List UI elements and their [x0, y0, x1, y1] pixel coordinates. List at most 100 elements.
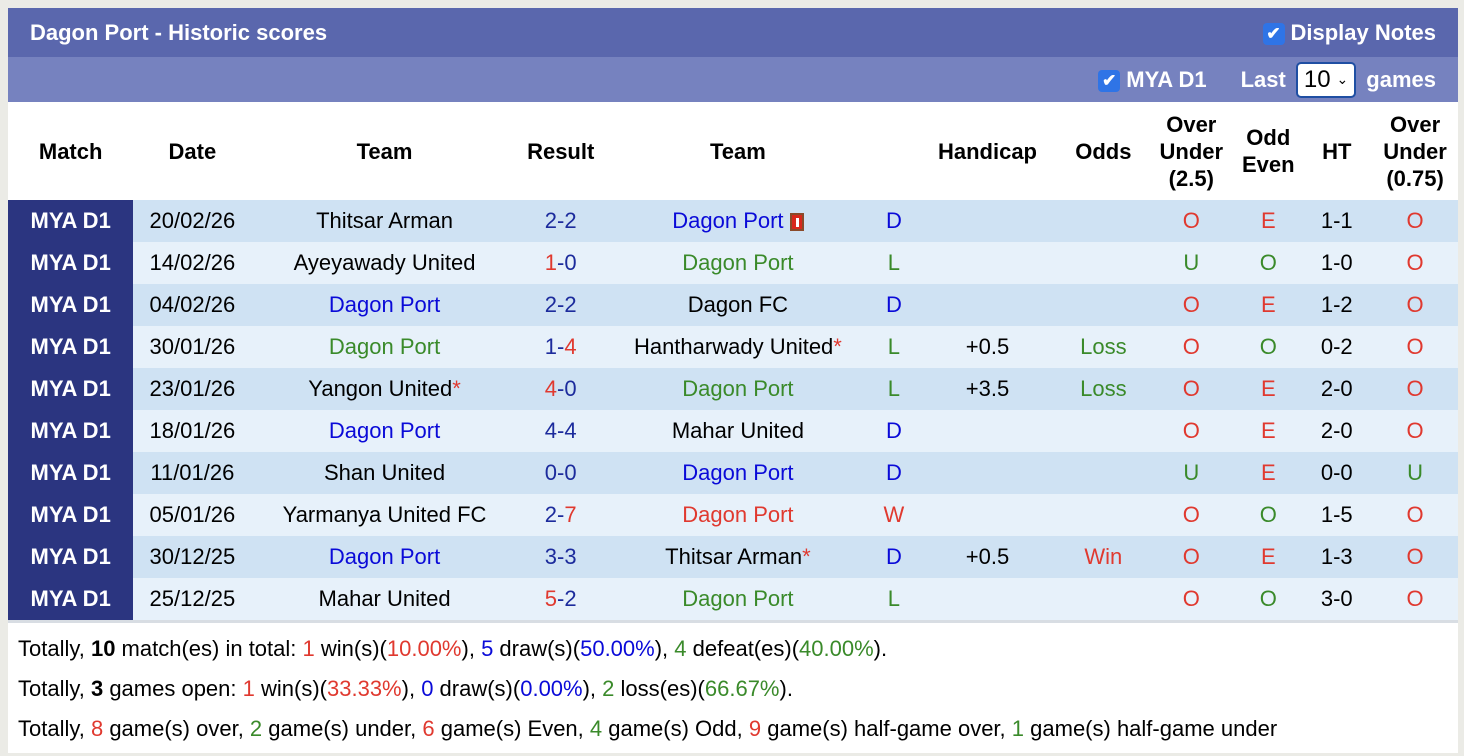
score-cell[interactable]: 1-0	[517, 242, 604, 284]
column-header: Result	[518, 102, 604, 200]
over-under-075-cell: O	[1372, 368, 1458, 410]
summary-text: win(s)(	[254, 676, 327, 701]
away-team-cell[interactable]: Dagon Port	[603, 368, 873, 410]
score-part: -	[557, 376, 565, 401]
home-team-cell[interactable]: Yarmanya United FC	[251, 494, 518, 536]
chevron-down-icon: ⌄	[1336, 71, 1349, 87]
home-team-cell[interactable]: Shan United	[251, 452, 518, 494]
over-under-cell: U	[1147, 242, 1236, 284]
summary-text: game(s) Even,	[434, 716, 590, 741]
away-team-cell[interactable]: Dagon Port	[603, 452, 873, 494]
half-time-cell: 2-0	[1301, 368, 1373, 410]
home-team-cell[interactable]: Yangon United*	[251, 368, 518, 410]
handicap-cell: +3.5	[915, 368, 1060, 410]
table-row[interactable]: MYA D1 25/12/25 Mahar United 5-2 Dagon Port L…	[8, 578, 1458, 620]
home-team-cell[interactable]: Dagon Port	[251, 284, 518, 326]
home-team-cell[interactable]: Ayeyawady United	[251, 242, 518, 284]
score-cell[interactable]: 4-4	[517, 410, 604, 452]
away-team-cell[interactable]: Hantharwady United*	[603, 326, 873, 368]
league-cell[interactable]: MYA D1	[8, 242, 134, 284]
table-row[interactable]: MYA D1 18/01/26 Dagon Port 4-4 Mahar United D…	[8, 410, 1458, 452]
column-header-label: Date	[168, 138, 217, 164]
column-header-label: Handicap	[937, 138, 1037, 164]
score-cell[interactable]: 2-2	[517, 200, 604, 242]
away-team-cell[interactable]: Dagon Port	[603, 200, 873, 242]
column-header-label: Team	[356, 138, 413, 164]
home-team-cell[interactable]: Dagon Port	[251, 536, 518, 578]
odd-even-cell: O	[1235, 578, 1302, 620]
home-team-cell[interactable]: Dagon Port	[251, 410, 518, 452]
away-team-cell[interactable]: Dagon Port	[603, 578, 873, 620]
home-team-cell[interactable]: Thitsar Arman	[251, 200, 518, 242]
last-games-select[interactable]: 10 ⌄	[1295, 61, 1357, 98]
summary-text: 40.00%	[799, 636, 874, 661]
display-notes-label: Display Notes	[1290, 19, 1437, 45]
summary-text: ),	[461, 636, 482, 661]
panel-title: Dagon Port - Historic scores	[30, 19, 328, 45]
league-cell[interactable]: MYA D1	[8, 578, 134, 620]
score-cell[interactable]: 2-7	[517, 494, 604, 536]
score-cell[interactable]: 4-0	[517, 368, 604, 410]
over-under-075-cell: O	[1372, 242, 1458, 284]
over-under-cell: O	[1147, 200, 1236, 242]
summary-text: ),	[654, 636, 675, 661]
away-team-cell[interactable]: Dagon Port	[603, 494, 873, 536]
odds-cell	[1059, 452, 1148, 494]
score-cell[interactable]: 3-3	[517, 536, 604, 578]
away-team-cell[interactable]: Mahar United	[603, 410, 873, 452]
score-cell[interactable]: 5-2	[517, 578, 604, 620]
column-header: Match	[8, 102, 133, 200]
away-team-cell[interactable]: Dagon Port	[603, 242, 873, 284]
table-row[interactable]: MYA D1 20/02/26 Thitsar Arman 2-2 Dagon Port…	[8, 200, 1458, 242]
result-cell: L	[872, 368, 916, 410]
score-cell[interactable]: 2-2	[517, 284, 604, 326]
column-header-label: Odd Even	[1241, 125, 1295, 177]
table-row[interactable]: MYA D1 05/01/26 Yarmanya United FC 2-7 Dagon…	[8, 494, 1458, 536]
display-notes-toggle[interactable]: ✔ Display Notes	[1262, 19, 1437, 46]
summary-text: 5	[481, 636, 494, 661]
score-part: 1	[544, 250, 558, 275]
summary-text: Totally,	[18, 676, 91, 701]
league-cell[interactable]: MYA D1	[8, 410, 134, 452]
score-part: 3	[544, 544, 558, 569]
score-part: 2	[564, 292, 577, 317]
checkbox-checked-icon[interactable]: ✔	[1098, 69, 1121, 92]
over-under-cell: U	[1147, 452, 1236, 494]
historic-scores-panel: Dagon Port - Historic scores ✔ Display No…	[8, 8, 1458, 753]
league-cell[interactable]: MYA D1	[8, 368, 134, 410]
table-row[interactable]: MYA D1 23/01/26 Yangon United* 4-0 Dagon Por…	[8, 368, 1458, 410]
over-under-cell: O	[1147, 326, 1236, 368]
league-cell[interactable]: MYA D1	[8, 284, 134, 326]
league-cell[interactable]: MYA D1	[8, 326, 134, 368]
league-cell[interactable]: MYA D1	[8, 494, 134, 536]
half-time-cell: 1-2	[1301, 284, 1373, 326]
home-team-cell[interactable]: Dagon Port	[251, 326, 518, 368]
table-row[interactable]: MYA D1 30/01/26 Dagon Port 1-4 Hantharwady U…	[8, 326, 1458, 368]
summary-text: Totally,	[18, 636, 91, 661]
summary-text: draw(s)(	[433, 676, 521, 701]
league-cell[interactable]: MYA D1	[8, 536, 134, 578]
table-row[interactable]: MYA D1 14/02/26 Ayeyawady United 1-0 Dagon P…	[8, 242, 1458, 284]
summary-text: Totally,	[18, 716, 91, 741]
league-cell[interactable]: MYA D1	[8, 200, 134, 242]
column-header: Odds	[1059, 102, 1147, 200]
table-row[interactable]: MYA D1 30/12/25 Dagon Port 3-3 Thitsar Arman…	[8, 536, 1458, 578]
table-row[interactable]: MYA D1 11/01/26 Shan United 0-0 Dagon Port D U…	[8, 452, 1458, 494]
score-part: 0	[564, 460, 577, 485]
over-under-075-cell: U	[1372, 452, 1458, 494]
league-cell[interactable]: MYA D1	[8, 452, 134, 494]
over-under-075-cell: O	[1372, 578, 1458, 620]
over-under-075-cell: O	[1372, 536, 1458, 578]
score-part: 5	[544, 586, 558, 611]
away-team-cell[interactable]: Dagon FC	[603, 284, 873, 326]
score-part: -	[557, 502, 565, 527]
score-cell[interactable]: 1-4	[517, 326, 604, 368]
score-cell[interactable]: 0-0	[517, 452, 604, 494]
away-team-cell[interactable]: Thitsar Arman*	[603, 536, 873, 578]
scores-table: Match Date Team Result Team Handicap Odds Over U…	[8, 102, 1458, 620]
checkbox-checked-icon[interactable]: ✔	[1262, 22, 1285, 45]
league-filter-toggle[interactable]: ✔ MYA D1	[1098, 67, 1207, 93]
home-team-cell[interactable]: Mahar United	[251, 578, 518, 620]
summary-line: Totally, 3 games open: 1 win(s)(33.33%),…	[18, 669, 1448, 709]
table-row[interactable]: MYA D1 04/02/26 Dagon Port 2-2 Dagon FC D O E 1-…	[8, 284, 1458, 326]
